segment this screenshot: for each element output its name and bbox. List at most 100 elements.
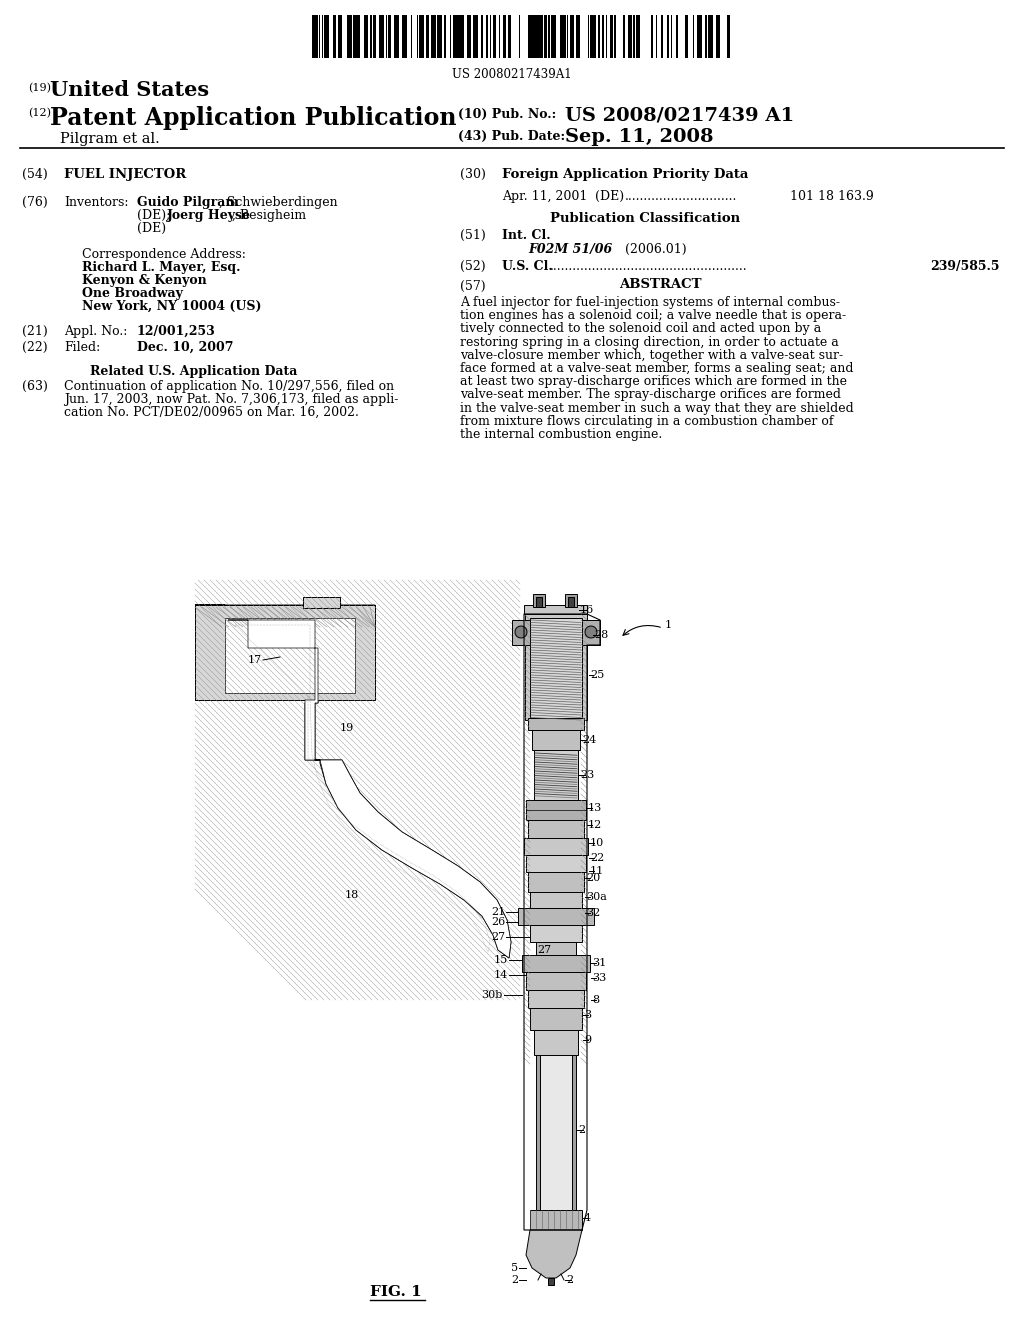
Bar — [454, 15, 455, 58]
Bar — [476, 15, 477, 58]
Bar — [342, 15, 343, 58]
Bar — [431, 15, 432, 58]
Text: (43) Pub. Date:: (43) Pub. Date: — [458, 129, 565, 143]
Bar — [631, 15, 632, 58]
Bar — [474, 15, 476, 58]
Bar — [534, 15, 535, 58]
Bar — [617, 15, 620, 58]
Bar — [358, 15, 359, 58]
Bar — [512, 620, 530, 645]
Bar — [534, 1030, 578, 1055]
Bar — [503, 15, 505, 58]
Bar — [526, 972, 586, 990]
Bar — [719, 15, 720, 58]
Bar — [468, 15, 470, 58]
Bar — [599, 15, 601, 58]
Bar — [426, 15, 427, 58]
Bar — [471, 15, 472, 58]
Bar — [539, 15, 541, 58]
Bar — [538, 1055, 574, 1210]
Bar — [690, 15, 692, 58]
Text: from mixture flows circulating in a combustion chamber of: from mixture flows circulating in a comb… — [460, 414, 834, 428]
Bar — [604, 15, 605, 58]
Text: Filed:: Filed: — [63, 341, 100, 354]
Bar — [556, 15, 559, 58]
Bar — [569, 15, 572, 58]
Text: US 20080217439A1: US 20080217439A1 — [453, 69, 571, 81]
Bar — [605, 15, 607, 58]
Bar — [417, 15, 418, 58]
Text: 239/585.5: 239/585.5 — [931, 260, 1000, 273]
Text: tively connected to the solenoid coil and acted upon by a: tively connected to the solenoid coil an… — [460, 322, 821, 335]
Bar — [335, 15, 336, 58]
Bar — [582, 620, 600, 645]
Bar — [324, 15, 326, 58]
Bar — [692, 15, 694, 58]
Bar — [445, 15, 449, 58]
Text: 26: 26 — [490, 917, 505, 927]
Text: 28: 28 — [594, 630, 608, 640]
Text: (2006.01): (2006.01) — [625, 243, 687, 256]
Text: (63): (63) — [22, 380, 48, 393]
Bar — [195, 605, 375, 700]
Bar — [312, 15, 314, 58]
Text: (10) Pub. No.:: (10) Pub. No.: — [458, 108, 556, 121]
Text: Related U.S. Application Data: Related U.S. Application Data — [90, 366, 297, 378]
Bar — [540, 1055, 572, 1210]
Text: tion engines has a solenoid coil; a valve needle that is opera-: tion engines has a solenoid coil; a valv… — [460, 309, 846, 322]
Text: FIG. 1: FIG. 1 — [370, 1284, 422, 1299]
Text: U.S. Cl.: U.S. Cl. — [502, 260, 553, 273]
Text: 2: 2 — [566, 1275, 573, 1284]
Text: cation No. PCT/DE02/00965 on Mar. 16, 2002.: cation No. PCT/DE02/00965 on Mar. 16, 20… — [63, 407, 358, 418]
Bar — [530, 1210, 582, 1230]
Bar — [585, 15, 586, 58]
Text: 12/001,253: 12/001,253 — [137, 325, 216, 338]
Bar — [652, 15, 654, 58]
Text: at least two spray-discharge orifices which are formed in the: at least two spray-discharge orifices wh… — [460, 375, 847, 388]
Text: (57): (57) — [460, 280, 485, 293]
Text: (54): (54) — [22, 168, 48, 181]
Bar — [536, 597, 542, 607]
Bar — [521, 15, 523, 58]
Text: valve-closure member which, together with a valve-seat sur-: valve-closure member which, together wit… — [460, 348, 843, 362]
Bar — [415, 15, 417, 58]
Bar — [609, 15, 612, 58]
Bar — [464, 15, 465, 58]
Bar — [547, 15, 548, 58]
Text: 14: 14 — [494, 970, 508, 979]
Bar — [467, 15, 468, 58]
Bar — [526, 15, 528, 58]
Bar — [524, 15, 526, 58]
Bar — [381, 15, 382, 58]
Bar — [682, 15, 683, 58]
Bar — [698, 15, 700, 58]
Text: Appl. No.:: Appl. No.: — [63, 325, 127, 338]
Bar — [551, 15, 552, 58]
Bar — [548, 1278, 554, 1284]
Bar — [589, 15, 590, 58]
Bar — [578, 15, 580, 58]
Text: 101 18 163.9: 101 18 163.9 — [790, 190, 873, 203]
Bar — [407, 15, 409, 58]
Text: 1: 1 — [665, 620, 672, 630]
Text: (76): (76) — [22, 195, 48, 209]
Bar — [648, 15, 651, 58]
Bar — [512, 15, 513, 58]
Bar — [566, 15, 568, 58]
Text: 30a: 30a — [586, 892, 607, 902]
Text: face formed at a valve-seat member, forms a sealing seat; and: face formed at a valve-seat member, form… — [460, 362, 853, 375]
Text: United States: United States — [50, 81, 209, 100]
Bar — [435, 15, 437, 58]
Bar — [596, 15, 597, 58]
Bar — [628, 15, 631, 58]
Text: A fuel injector for fuel-injection systems of internal combus-: A fuel injector for fuel-injection syste… — [460, 296, 840, 309]
Bar — [535, 15, 537, 58]
Text: 12: 12 — [588, 820, 602, 830]
Circle shape — [515, 626, 527, 638]
Text: Patent Application Publication: Patent Application Publication — [50, 106, 457, 129]
Bar — [607, 15, 608, 58]
Text: 24: 24 — [582, 735, 596, 744]
Text: Correspondence Address:: Correspondence Address: — [82, 248, 246, 261]
Bar — [326, 15, 327, 58]
Polygon shape — [526, 1230, 582, 1278]
